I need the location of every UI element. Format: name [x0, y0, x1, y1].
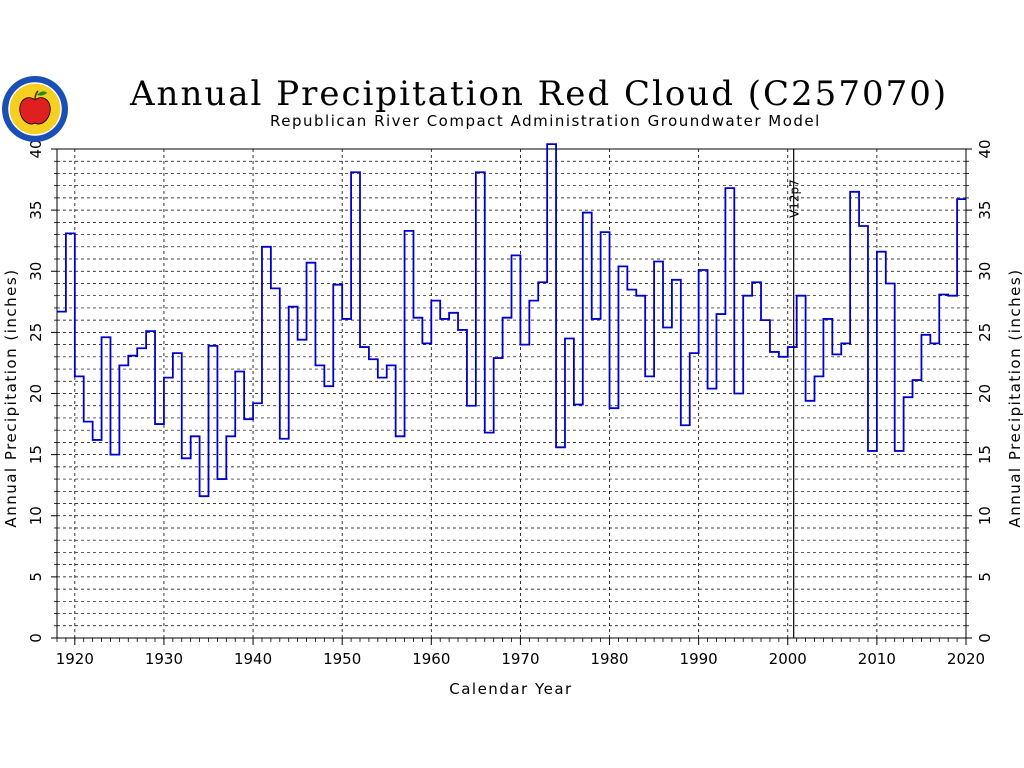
- y-axis-label-left: Annual Precipitation (inches): [2, 268, 20, 527]
- grid-lines: [57, 149, 966, 638]
- series-line: [57, 143, 966, 498]
- axis-ticks: 1920 1930 1940 1950 1960 1970 1980 1990 2000 2010…: [27, 139, 994, 668]
- y-tick-label-left: 5: [27, 572, 45, 582]
- y-tick-label-left: 25: [27, 323, 45, 342]
- y-tick-label-left: 20: [27, 384, 45, 403]
- y-tick-label-right: 30: [976, 262, 994, 281]
- chart-title: Annual Precipitation Red Cloud (C257070): [130, 74, 949, 114]
- marker-label: V12p7: [788, 179, 802, 218]
- plot-border: [56, 148, 967, 639]
- plot-frame: [56, 148, 967, 639]
- x-axis-label: Calendar Year: [449, 680, 572, 698]
- version-marker: V12p7: [788, 149, 802, 638]
- x-tick-label: 2010: [858, 650, 896, 668]
- y-tick-label-right: 15: [976, 445, 994, 464]
- x-tick-label: 1990: [680, 650, 718, 668]
- y-tick-label-right: 10: [976, 506, 994, 525]
- x-tick-label: 1970: [501, 650, 539, 668]
- x-tick-label: 1930: [145, 650, 183, 668]
- y-tick-label-left: 0: [27, 633, 45, 643]
- y-tick-label-right: 0: [976, 633, 994, 643]
- x-tick-label: 1960: [412, 650, 450, 668]
- x-tick-label: 1950: [323, 650, 361, 668]
- precipitation-step-line: [57, 143, 966, 498]
- y-tick-label-left: 35: [27, 201, 45, 220]
- y-tick-label-left: 30: [27, 262, 45, 281]
- y-tick-label-left: 10: [27, 506, 45, 525]
- apple-seal-logo-icon: [2, 76, 68, 142]
- y-axis-label-right: Annual Precipitation (inches): [1006, 268, 1024, 527]
- y-tick-label-right: 35: [976, 201, 994, 220]
- x-tick-label: 1920: [56, 650, 94, 668]
- y-tick-label-right: 25: [976, 323, 994, 342]
- y-tick-label-right: 20: [976, 384, 994, 403]
- y-tick-label-left: 40: [27, 139, 45, 158]
- y-tick-label-left: 15: [27, 445, 45, 464]
- x-tick-label: 1940: [234, 650, 272, 668]
- x-tick-label: 2000: [769, 650, 807, 668]
- y-tick-label-right: 5: [976, 572, 994, 582]
- y-tick-label-right: 40: [976, 139, 994, 158]
- x-tick-label: 1980: [590, 650, 628, 668]
- chart-subtitle: Republican River Compact Administration …: [270, 112, 821, 130]
- x-tick-label: 2020: [947, 650, 985, 668]
